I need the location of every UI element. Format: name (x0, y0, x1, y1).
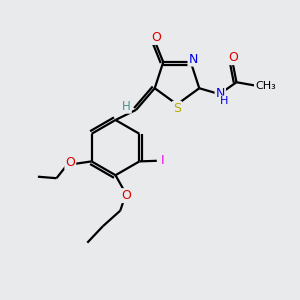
Text: H: H (220, 96, 229, 106)
Text: O: O (228, 51, 238, 64)
Text: O: O (65, 156, 75, 169)
Text: N: N (188, 52, 198, 66)
Text: H: H (122, 100, 131, 113)
Text: I: I (160, 154, 164, 167)
Text: O: O (151, 31, 161, 44)
Text: CH₃: CH₃ (255, 81, 276, 91)
Text: N: N (216, 87, 225, 100)
Text: O: O (121, 189, 131, 202)
Text: S: S (173, 102, 181, 115)
